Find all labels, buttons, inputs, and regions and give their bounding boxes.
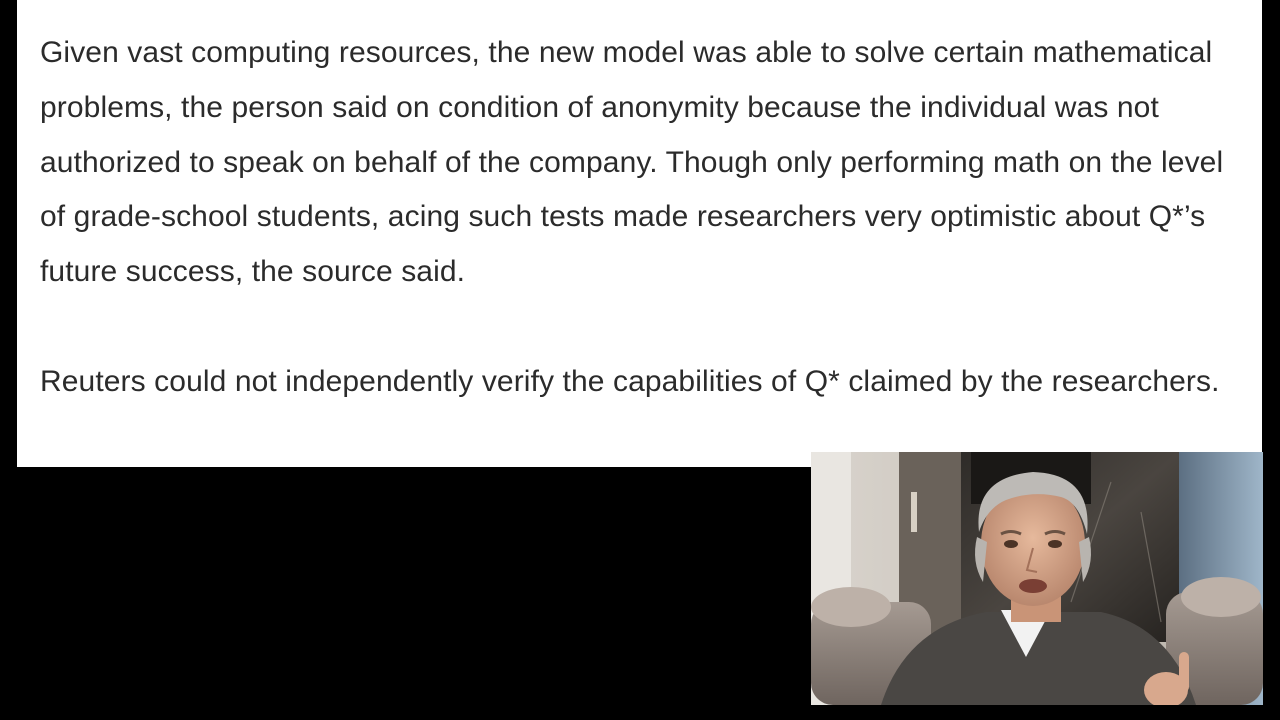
hair (978, 472, 1088, 534)
article-paragraph-1: Given vast computing resources, the new … (40, 36, 1224, 289)
article-excerpt: Given vast computing resources, the new … (17, 0, 1262, 467)
article-paragraph-2: Reuters could not independently verify t… (40, 364, 1220, 398)
sweater (881, 612, 1196, 705)
presenter-webcam-overlay (811, 452, 1263, 705)
presenter-video-frame (811, 452, 1263, 705)
hand (1144, 672, 1188, 705)
mouth (1019, 579, 1047, 593)
face (981, 482, 1085, 606)
sofa-right (1166, 592, 1263, 705)
